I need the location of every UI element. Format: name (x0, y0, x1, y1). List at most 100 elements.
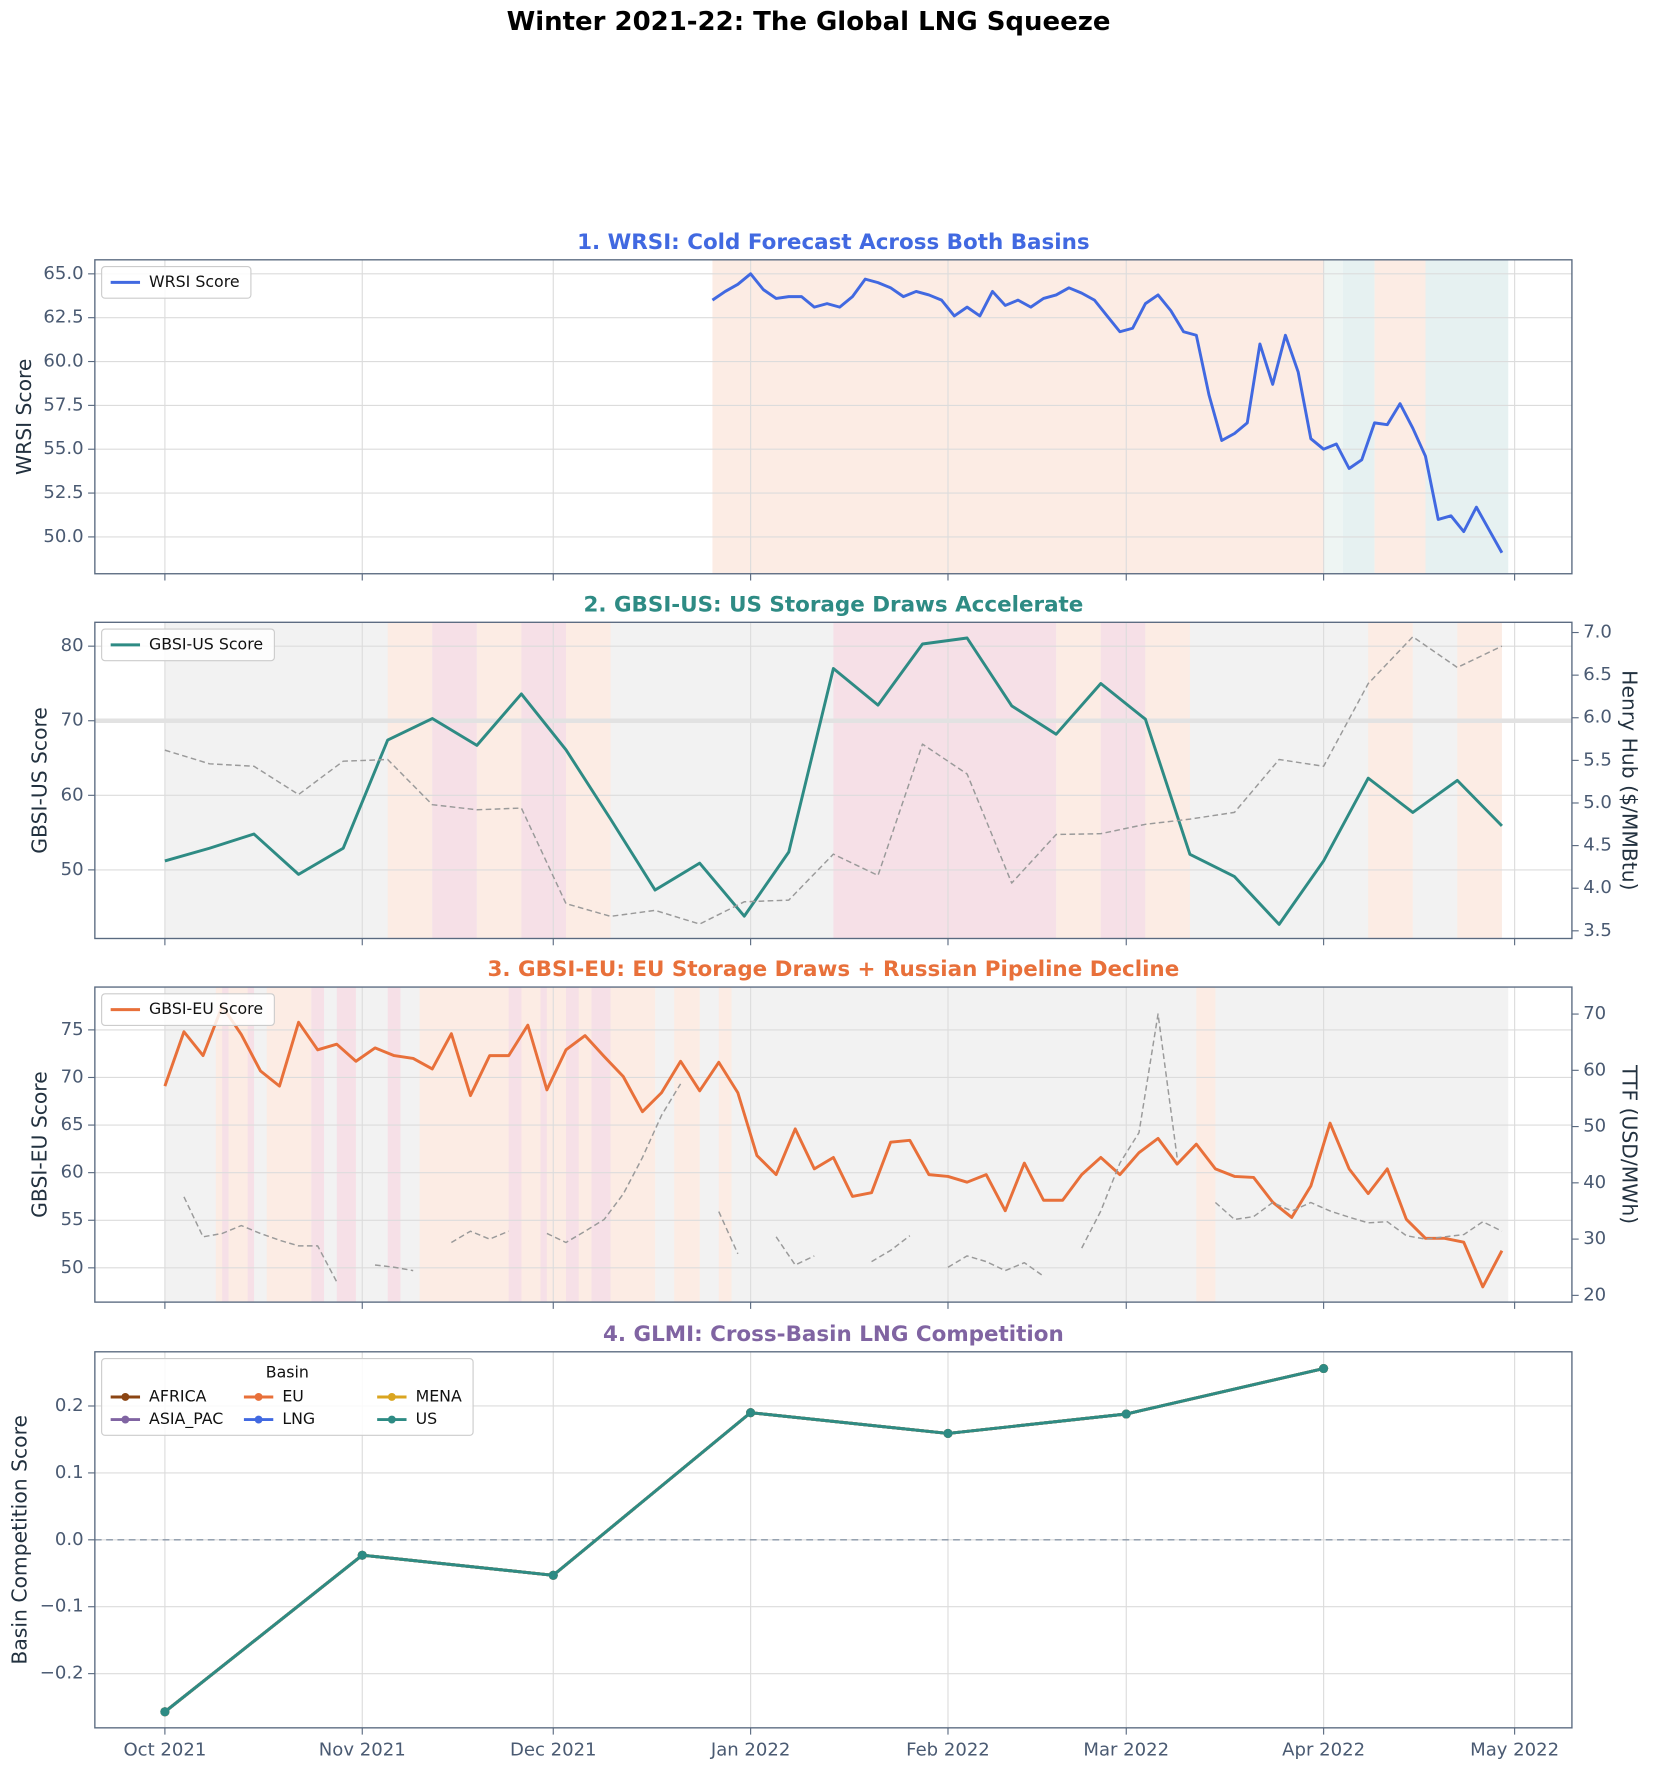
axes-frame (94, 986, 1573, 1303)
y-tick-label: 55.0 (43, 438, 83, 459)
series-marker (548, 1570, 558, 1580)
shaded-span (674, 987, 700, 1303)
x-tick-label: May 2022 (1470, 1739, 1559, 1760)
series-line (164, 636, 1503, 925)
y-tick-label: 65.0 (43, 263, 83, 284)
shaded-span (1196, 987, 1216, 1303)
y-axis-label: WRSI Score (12, 359, 36, 475)
y2-tick-label: 6.0 (1583, 707, 1612, 728)
panel-title: 2. GBSI-US: US Storage Draws Accelerate (583, 592, 1083, 617)
legend-label: US (416, 1409, 438, 1428)
x-tick-label: Mar 2022 (1083, 1739, 1169, 1760)
x-tick-label: Apr 2022 (1282, 1739, 1365, 1760)
legend-title: Basin (266, 1363, 309, 1382)
y-tick-label: 50 (61, 859, 84, 880)
y2-tick-label: 50 (1583, 1116, 1606, 1137)
y2-tick-label: 70 (1583, 1003, 1606, 1024)
series-marker (1121, 1409, 1131, 1419)
y2-tick-label: 5.5 (1583, 749, 1612, 770)
x-tick-label: Feb 2022 (906, 1739, 990, 1760)
x-tick-label: Oct 2021 (123, 1739, 206, 1760)
y2-axis-label: TTF (USD/MWh) (1617, 1064, 1641, 1224)
y2-tick-label: 40 (1583, 1172, 1606, 1193)
figure-title: Winter 2021-22: The Global LNG Squeeze (507, 7, 1111, 37)
y-tick-label: 60 (61, 784, 84, 805)
shaded-span (1368, 622, 1413, 939)
shaded-span (1457, 622, 1502, 939)
y-tick-label: −0.1 (40, 1596, 84, 1617)
y2-tick-label: 7.0 (1583, 622, 1612, 643)
y2-tick-label: 60 (1583, 1059, 1606, 1080)
shaded-span (1425, 259, 1509, 574)
series-line (711, 272, 1504, 554)
y-tick-label: 70 (61, 710, 84, 731)
shaded-span (1342, 259, 1375, 574)
legend-label: GBSI-US Score (149, 634, 263, 653)
shaded-span (247, 987, 255, 1303)
shaded-span (476, 622, 522, 939)
y2-tick-label: 20 (1583, 1284, 1606, 1305)
shaded-span (718, 987, 732, 1303)
shaded-span (387, 622, 433, 939)
legend-box (101, 266, 252, 299)
shaded-span (565, 622, 611, 939)
y2-tick-label: 3.5 (1583, 920, 1612, 941)
shaded-span (1323, 259, 1343, 574)
shaded-span (164, 987, 1509, 1303)
shaded-span (432, 622, 477, 939)
shaded-span (1145, 622, 1190, 939)
x-tick-label: Dec 2021 (510, 1739, 597, 1760)
shaded-span (311, 987, 325, 1303)
legend-box (101, 1358, 474, 1436)
shaded-span (419, 987, 656, 1303)
legend-label: ASIA_PAC (149, 1409, 223, 1429)
shaded-span (222, 987, 229, 1303)
shaded-span (1100, 622, 1146, 939)
y-tick-label: 55 (61, 1209, 84, 1230)
series-marker (943, 1428, 953, 1438)
legend-marker (121, 1415, 130, 1424)
legend-marker (387, 1393, 396, 1401)
y2-tick-label: 4.5 (1583, 835, 1612, 856)
shaded-span (591, 987, 611, 1303)
series-marker (746, 1408, 756, 1418)
y-tick-label: 65 (61, 1114, 84, 1135)
y-tick-label: 70 (61, 1066, 84, 1087)
legend-marker (254, 1415, 263, 1424)
legend-box (101, 993, 275, 1027)
legend-label: GBSI-EU Score (149, 999, 263, 1018)
shaded-span (336, 987, 356, 1303)
series-marker (160, 1707, 170, 1717)
axes-frame (94, 259, 1573, 575)
y-axis-label: GBSI-EU Score (28, 1071, 52, 1218)
shaded-span (521, 622, 566, 939)
y-tick-label: 80 (61, 635, 84, 656)
legend-box (101, 628, 275, 662)
panel-title: 1. WRSI: Cold Forecast Across Both Basin… (577, 230, 1090, 255)
y-tick-label: 62.5 (43, 307, 83, 328)
panel-title: 3. GBSI-EU: EU Storage Draws + Russian P… (488, 957, 1180, 982)
legend-marker (254, 1393, 263, 1401)
y-tick-label: 60 (61, 1162, 84, 1183)
y-axis-label: GBSI-US Score (28, 707, 52, 854)
shaded-span (266, 987, 312, 1303)
legend-label: LNG (282, 1409, 315, 1428)
shaded-span (1056, 622, 1101, 939)
legend-label: AFRICA (149, 1386, 207, 1405)
shaded-span (1374, 259, 1426, 574)
legend-label: MENA (416, 1386, 462, 1405)
shaded-span (833, 622, 1057, 939)
y-tick-label: 0.2 (55, 1395, 84, 1416)
shaded-span (387, 987, 401, 1303)
x-tick-label: Jan 2022 (710, 1739, 790, 1760)
panel-title: 4. GLMI: Cross-Basin LNG Competition (603, 1322, 1064, 1347)
y2-tick-label: 5.0 (1583, 792, 1612, 813)
shaded-span (565, 987, 579, 1303)
series-line (164, 636, 1503, 926)
y-tick-label: 50.0 (43, 526, 83, 547)
y-tick-label: 0.0 (55, 1529, 84, 1550)
y-tick-label: 57.5 (43, 394, 83, 415)
series-line (163, 1004, 1504, 1289)
y-tick-label: −0.2 (40, 1663, 84, 1684)
